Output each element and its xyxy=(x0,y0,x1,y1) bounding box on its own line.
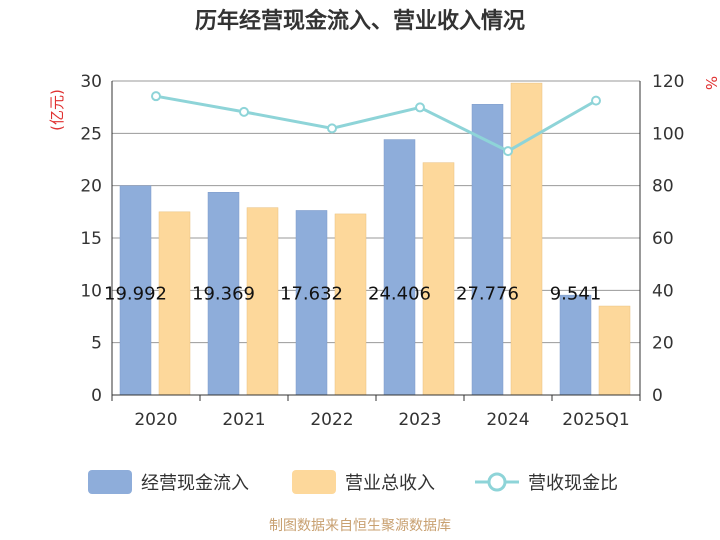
y-left-tick-label: 25 xyxy=(80,124,102,144)
x-tick-label: 2020 xyxy=(134,410,177,430)
y-right-tick-label: 120 xyxy=(652,72,684,92)
legend-marker-ratio[interactable] xyxy=(487,472,507,492)
bar-revenue xyxy=(510,82,543,396)
x-tick-label: 2024 xyxy=(486,410,529,430)
bars xyxy=(119,82,631,396)
bar-revenue xyxy=(422,162,455,396)
y-right-tick-label: 20 xyxy=(652,334,674,354)
x-tick-label: 2021 xyxy=(222,410,265,430)
ratio-line xyxy=(151,91,601,157)
ratio-point xyxy=(415,102,425,113)
legend: 经营现金流入 营业总收入 营收现金比 xyxy=(88,470,618,494)
grid-lines xyxy=(112,80,640,344)
bar-cash-inflow xyxy=(295,210,328,396)
ratio-polyline xyxy=(155,94,597,153)
bar-cash-inflow xyxy=(383,139,416,396)
bar-revenue xyxy=(334,213,367,396)
bar-value-label: 9.541 xyxy=(550,283,602,304)
y-left-tick-label: 10 xyxy=(80,281,102,301)
ratio-point xyxy=(591,95,601,106)
bar-revenue xyxy=(158,211,191,396)
bar-value-label: 19.369 xyxy=(192,283,255,304)
y-left-tick-label: 0 xyxy=(91,386,102,406)
x-tick-label: 2023 xyxy=(398,410,441,430)
legend-label-revenue[interactable]: 营业总收入 xyxy=(345,473,435,494)
ratio-point xyxy=(239,106,249,117)
legend-label-cash-inflow[interactable]: 经营现金流入 xyxy=(141,473,249,494)
bar-cash-inflow xyxy=(207,192,240,396)
bar-revenue xyxy=(246,207,279,396)
x-tick-label: 2022 xyxy=(310,410,353,430)
bar-value-label: 27.776 xyxy=(456,283,519,304)
bar-value-label: 17.632 xyxy=(280,283,343,304)
bar-cash-inflow xyxy=(471,104,504,396)
y-left-tick-label: 5 xyxy=(91,334,102,354)
bar-value-label: 24.406 xyxy=(368,283,431,304)
legend-label-ratio[interactable]: 营收现金比 xyxy=(528,473,618,494)
data-source: 制图数据来自恒生聚源数据库 xyxy=(269,518,451,534)
bar-cash-inflow xyxy=(559,294,592,396)
ratio-point xyxy=(327,123,337,134)
y-right-tick-label: 40 xyxy=(652,281,674,301)
y-right-tick-label: 100 xyxy=(652,124,684,144)
x-tick-label: 2025Q1 xyxy=(562,410,629,430)
y-left-tick-label: 20 xyxy=(80,177,102,197)
y-left-unit: (亿元) xyxy=(48,89,66,131)
y-left-tick-label: 15 xyxy=(80,229,102,249)
y-right-tick-label: 0 xyxy=(652,386,663,406)
ratio-point xyxy=(503,146,513,157)
y-right-tick-label: 60 xyxy=(652,229,674,249)
y-right-tick-label: 80 xyxy=(652,177,674,197)
bar-revenue xyxy=(598,305,631,396)
legend-swatch-revenue[interactable] xyxy=(292,470,336,494)
y-right-unit: % xyxy=(702,76,720,90)
bar-value-label: 19.992 xyxy=(104,283,167,304)
chart-title: 历年经营现金流入、营业收入情况 xyxy=(195,8,525,34)
ratio-point xyxy=(151,91,161,102)
y-left-tick-label: 30 xyxy=(80,72,102,92)
axes: 0 0 5 20 10 40 15 60 20 80 25 100 30 120 2020 2021 2022 2… xyxy=(80,72,684,430)
legend-swatch-cash-inflow[interactable] xyxy=(88,470,132,494)
bar-labels: 19.992 19.369 17.632 24.406 27.776 9.541 xyxy=(104,283,601,304)
